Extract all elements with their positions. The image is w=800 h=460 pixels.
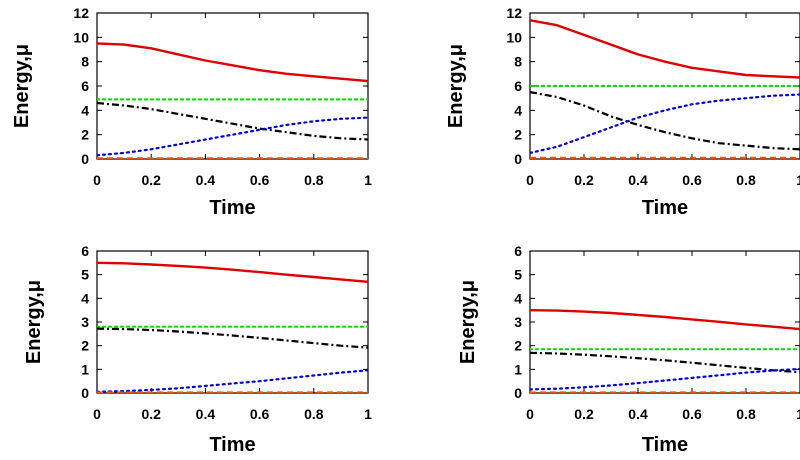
y-tick-label: 10	[506, 29, 522, 45]
y-tick-label: 4	[81, 102, 89, 118]
x-tick-label: 0.8	[736, 172, 756, 188]
series-line-dashdot-2	[97, 101, 368, 141]
y-tick-label: 5	[81, 267, 89, 283]
series-line-solid-0	[97, 42, 368, 83]
y-tick-label: 1	[514, 361, 522, 377]
x-tick-label: 1	[796, 406, 800, 422]
y-axis-title: Energy,μ	[445, 44, 467, 128]
x-tick-label: 0.6	[250, 406, 270, 422]
x-tick-label: 0.8	[304, 172, 324, 188]
x-tick-label: 1	[364, 406, 372, 422]
y-tick-label: 4	[81, 290, 89, 306]
y-axis-title: Energy,μ	[23, 280, 45, 364]
x-axis-title: Time	[209, 197, 255, 219]
panel-bottom-left: 0 1 2 3 4 5 6 0 0.2 0.4 0.6 0.8 1 Time Energy,μ	[23, 243, 372, 456]
y-tick-label: 6	[81, 78, 89, 94]
y-tick-label: 8	[81, 54, 89, 70]
y-tick-label: 3	[81, 314, 89, 330]
x-tick-label: 0.2	[574, 406, 594, 422]
panel-top-left: 0 2 4 6 8 10 12 0 0.2 0.4 0.6 0.8 1 Time Energy,μ	[11, 5, 372, 219]
series-line-dashdot-2	[530, 91, 800, 151]
plot-frame	[96, 12, 369, 160]
panel-bottom-right: 0 1 2 3 4 5 6 0 0.2 0.4 0.6 0.8 1 Time Energy,μ	[457, 243, 800, 456]
x-tick-label: 0.6	[250, 172, 270, 188]
y-tick-label: 2	[81, 127, 89, 143]
y-tick-label: 2	[81, 338, 89, 354]
x-tick-label: 1	[364, 172, 372, 188]
series-line-dotted-3	[97, 116, 368, 157]
y-tick-label: 10	[73, 29, 89, 45]
y-axis-title: Energy,μ	[11, 44, 33, 128]
x-tick-label: 1	[796, 172, 800, 188]
y-tick-label: 0	[81, 151, 89, 167]
y-tick-label: 1	[81, 361, 89, 377]
y-tick-label: 0	[514, 385, 522, 401]
y-tick-label: 2	[514, 338, 522, 354]
y-tick-label: 12	[506, 5, 522, 21]
x-tick-label: 0.8	[304, 406, 324, 422]
y-tick-label: 6	[514, 243, 522, 259]
y-tick-label: 5	[514, 267, 522, 283]
y-tick-label: 6	[514, 78, 522, 94]
x-tick-label: 0.8	[736, 406, 756, 422]
series-line-solid-0	[530, 309, 800, 331]
x-tick-label: 0.4	[628, 406, 648, 422]
y-tick-label: 12	[73, 5, 89, 21]
y-tick-label: 4	[514, 102, 522, 118]
y-tick-label: 4	[514, 290, 522, 306]
panel-top-right: 0 2 4 6 8 10 12 0 0.2 0.4 0.6 0.8 1 Time Energy,μ	[445, 5, 800, 219]
plot-frame	[96, 250, 369, 394]
y-tick-label: 2	[514, 127, 522, 143]
y-axis-title: Energy,μ	[457, 280, 479, 364]
x-tick-label: 0.2	[141, 406, 161, 422]
x-tick-label: 0.6	[682, 172, 702, 188]
x-tick-label: 0	[93, 172, 101, 188]
x-tick-label: 0	[526, 172, 534, 188]
series-line-dashdot-2	[97, 327, 368, 349]
x-tick-label: 0.4	[196, 172, 216, 188]
y-tick-label: 0	[81, 385, 89, 401]
series-line-dashdot-2	[530, 351, 800, 374]
x-tick-label: 0.4	[196, 406, 216, 422]
x-tick-label: 0.2	[141, 172, 161, 188]
y-tick-label: 3	[514, 314, 522, 330]
series-line-solid-0	[97, 261, 368, 283]
x-tick-label: 0.2	[574, 172, 594, 188]
x-axis-title: Time	[642, 197, 688, 219]
x-tick-label: 0.6	[682, 406, 702, 422]
x-tick-label: 0	[526, 406, 534, 422]
y-tick-label: 6	[81, 243, 89, 259]
series-line-dotted-3	[530, 93, 800, 154]
x-tick-label: 0	[93, 406, 101, 422]
series-line-solid-0	[530, 19, 800, 79]
y-tick-label: 8	[514, 54, 522, 70]
x-tick-label: 0.4	[628, 172, 648, 188]
x-axis-title: Time	[209, 434, 255, 456]
series-line-dotted-3	[530, 367, 800, 391]
series-line-dotted-3	[97, 369, 368, 393]
y-tick-label: 0	[514, 151, 522, 167]
x-axis-title: Time	[642, 434, 688, 456]
